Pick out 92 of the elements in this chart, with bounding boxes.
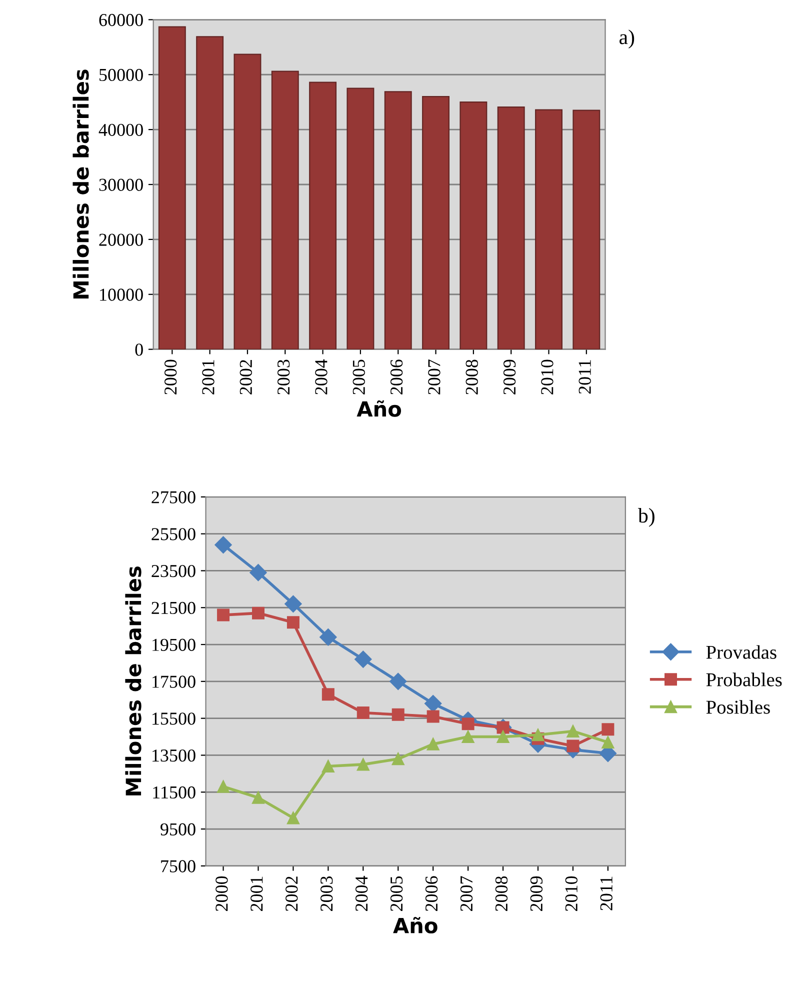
bar [158,26,186,350]
y-tick-label: 30000 [99,178,143,191]
legend-label: Probables [706,672,782,686]
x-axis-title: Año [356,400,402,417]
bar [346,88,374,350]
y-tick-label: 10000 [100,288,143,301]
x-tick-label: 2003 [277,360,290,394]
x-tick-label: 2008 [495,876,508,911]
y-tick-label: 7500 [161,860,196,872]
point [532,728,544,742]
bar [309,82,337,350]
bar [497,106,525,350]
bar [196,36,224,350]
bar [535,109,562,350]
text: a) [620,30,634,48]
point [356,706,370,720]
x-tick-label: 2010 [541,360,554,394]
bar [234,54,262,350]
point [252,606,264,620]
point [284,595,302,612]
point [286,616,300,629]
y-tick-label: 50000 [100,68,143,82]
y-tick-label: 15500 [152,712,196,725]
x-tick-label: 2000 [216,876,228,911]
y-tick-label: 60000 [99,14,143,26]
y-tick-label: 20000 [99,234,143,246]
point [462,718,474,730]
point [214,536,232,554]
bar [572,110,600,350]
point [390,672,407,690]
y-tick-label: 17500 [152,676,196,688]
x-tick-label: 2009 [530,876,543,911]
point [392,708,404,721]
x-tick-label: 2002 [286,876,298,911]
point [250,564,267,582]
point [602,723,614,736]
point [354,650,372,668]
legend-label: Posibles [706,700,770,714]
x-tick-label: 2011 [578,360,591,394]
y-axis-title: Millones de barriles [125,566,142,796]
y-axis-title: Millones de barriles [72,70,89,298]
y-tick-label: 40000 [98,124,143,136]
point [320,628,337,646]
x-tick-label: 2002 [240,360,252,394]
y-tick-label: 13500 [152,749,196,762]
x-tick-label: 2001 [202,360,214,394]
text: b) [638,508,654,527]
point [426,738,440,750]
point [602,736,614,749]
point [217,780,230,793]
point [322,688,334,701]
x-tick-label: 2005 [390,876,403,911]
x-tick-label: 2004 [355,876,368,911]
point [566,724,580,738]
y-tick-label: 11500 [153,786,196,799]
y-tick-label: 25500 [152,528,196,540]
point [426,710,440,723]
point [496,730,510,744]
y-tick-label: 9500 [160,823,196,836]
y-tick-label: 19500 [152,638,196,651]
point [356,758,370,771]
point [217,608,230,622]
point [462,730,474,744]
y-tick-label: 23500 [152,564,196,578]
point [286,812,300,824]
bar [422,96,450,350]
y-tick-label: 0 [135,344,143,356]
x-tick-label: 2011 [600,876,612,910]
x-tick-label: 2001 [250,876,263,911]
x-tick-label: 2006 [390,360,403,394]
legend-label: Provadas [706,645,776,659]
x-tick-label: 2007 [460,876,473,911]
x-tick-label: 2007 [428,360,440,394]
bar [384,91,412,350]
point [252,791,264,804]
x-axis-title: Año [393,916,438,934]
y-tick-label: 21500 [152,602,196,614]
y-tick-label: 27500 [152,491,196,504]
x-tick-label: 2008 [466,360,478,394]
x-tick-label: 2005 [352,360,365,394]
bar [460,102,488,350]
x-tick-label: 2000 [164,360,177,394]
bar [271,70,299,350]
x-tick-label: 2010 [565,876,578,911]
point [424,695,442,712]
point [322,760,334,773]
point [566,740,580,752]
point [392,752,404,766]
x-tick-label: 2006 [425,876,438,911]
x-tick-label: 2004 [315,359,328,394]
x-tick-label: 2009 [503,360,516,394]
x-tick-label: 2003 [320,876,333,911]
